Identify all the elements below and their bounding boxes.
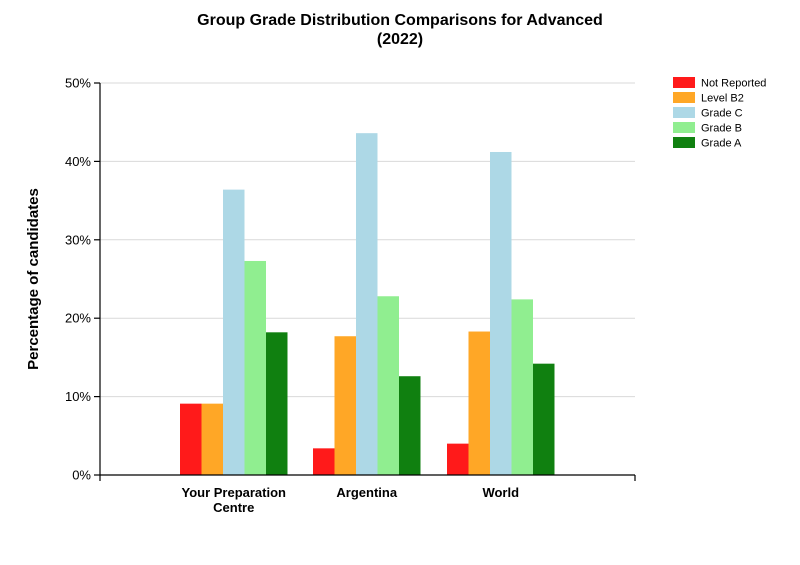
bar-grade-c-0 [223, 189, 245, 475]
legend: Not Reported Level B2 Grade C Grade B Grade … [673, 77, 766, 150]
x-category-label: Argentina [336, 485, 397, 500]
chart-title: Group Grade Distribution Comparisons for… [197, 12, 603, 48]
x-category-label: Your Preparation [181, 485, 286, 500]
y-tick-label: 20% [65, 311, 91, 326]
y-tick-label: 30% [65, 232, 91, 247]
y-tick-label: 0% [72, 468, 91, 483]
legend-swatch [673, 137, 695, 148]
bar-not-reported-2 [447, 443, 469, 475]
chart-title-line: (2022) [377, 31, 423, 48]
x-category-label: World [482, 485, 519, 500]
legend-item-label: Grade A [701, 138, 742, 150]
legend-swatch [673, 107, 695, 118]
bar-grade-b-2 [511, 299, 533, 475]
bar-grade-a-0 [266, 332, 288, 475]
y-tick-label: 40% [65, 154, 91, 169]
y-axis-label: Percentage of candidates [25, 188, 42, 370]
bar-grade-a-1 [399, 376, 421, 475]
bar-grade-a-2 [533, 363, 555, 475]
chart-title-line: Group Grade Distribution Comparisons for… [197, 12, 603, 29]
legend-swatch [673, 92, 695, 103]
legend-item-label: Grade C [701, 108, 743, 120]
legend-swatch [673, 122, 695, 133]
x-category-label: Centre [213, 500, 254, 515]
legend-swatch [673, 77, 695, 88]
y-tick-label: 10% [65, 389, 91, 404]
bar-level-b2-2 [468, 331, 490, 475]
bar-level-b2-1 [334, 336, 356, 475]
legend-item-label: Grade B [701, 123, 742, 135]
bar-level-b2-0 [201, 403, 223, 475]
bar-grade-b-0 [244, 260, 266, 475]
bars [180, 133, 555, 475]
bar-grade-c-2 [490, 151, 512, 475]
y-tick-labels: 0% 10% 20% 30% 40% 50% [65, 76, 91, 483]
bar-grade-c-1 [356, 133, 378, 475]
y-tick-label: 50% [65, 76, 91, 91]
legend-item-label: Level B2 [701, 93, 744, 105]
legend-item-label: Not Reported [701, 78, 766, 90]
bar-not-reported-0 [180, 403, 202, 475]
bar-not-reported-1 [313, 448, 335, 475]
axes [94, 82, 636, 481]
bar-grade-b-1 [377, 296, 399, 475]
